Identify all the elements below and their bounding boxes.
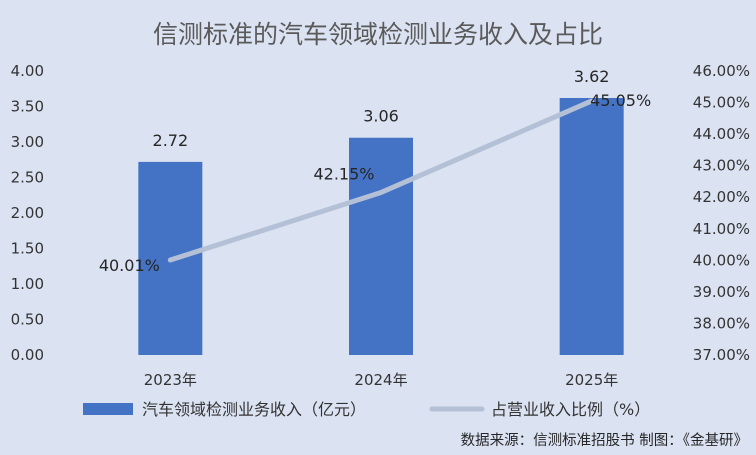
- line-series: 40.01% 42.15% 45.05%: [99, 91, 651, 275]
- y2-tick-label: 40.00%: [693, 251, 750, 269]
- chart-title: 信测标准的汽车领域检测业务收入及占比: [153, 20, 603, 49]
- bar-data-label: 3.06: [363, 107, 399, 126]
- y-tick-label: 0.00: [11, 346, 44, 364]
- y2-tick-label: 45.00%: [693, 94, 750, 112]
- y2-tick-label: 41.00%: [693, 220, 750, 238]
- y-tick-label: 3.50: [11, 98, 44, 116]
- bar: [349, 137, 413, 355]
- y-tick-label: 3.00: [11, 133, 44, 151]
- y2-tick-label: 46.00%: [693, 62, 750, 80]
- source-note: 数据来源：信测标准招股书 制图：《金基研》: [461, 432, 748, 449]
- line-point: [168, 258, 173, 263]
- y-tick-label: 1.50: [11, 240, 44, 258]
- y2-tick-label: 43.00%: [693, 157, 750, 175]
- y2-tick-label: 37.00%: [693, 346, 750, 364]
- bar: [559, 97, 624, 355]
- y2-tick-label: 44.00%: [693, 125, 750, 143]
- legend: 汽车领域检测业务收入（亿元） 占营业收入比例（%）: [83, 400, 650, 419]
- line-data-label: 45.05%: [590, 91, 651, 110]
- left-y-axis: 0.00 0.50 1.00 1.50 2.00 2.50 3.00 3.50 4.00: [11, 62, 44, 364]
- y-tick-label: 2.50: [11, 169, 44, 187]
- line-data-label: 40.01%: [99, 256, 160, 275]
- bar-data-label: 3.62: [574, 67, 610, 86]
- x-tick-label: 2024年: [354, 371, 407, 389]
- y2-tick-label: 39.00%: [693, 283, 750, 301]
- y2-tick-label: 38.00%: [693, 314, 750, 332]
- x-axis: 2023年 2024年 2025年: [144, 371, 619, 389]
- y2-tick-label: 42.00%: [693, 188, 750, 206]
- line-data-label: 42.15%: [313, 164, 374, 183]
- legend-bar-swatch: [83, 403, 133, 415]
- line-point: [379, 190, 383, 195]
- legend-bar-label: 汽车领域检测业务收入（亿元）: [142, 400, 366, 419]
- y-tick-label: 0.50: [11, 311, 44, 329]
- bar-series: 2.72 3.06 3.62: [138, 67, 624, 355]
- y-tick-label: 2.00: [11, 204, 44, 222]
- y-tick-label: 1.00: [11, 275, 44, 293]
- y-tick-label: 4.00: [11, 62, 44, 80]
- line-point: [589, 98, 594, 103]
- right-y-axis: 37.00% 38.00% 39.00% 40.00% 41.00% 42.00% 43.0…: [693, 62, 750, 364]
- x-tick-label: 2025年: [565, 371, 618, 389]
- legend-line-label: 占营业收入比例（%）: [491, 400, 650, 419]
- bar-data-label: 2.72: [153, 131, 189, 150]
- x-tick-label: 2023年: [144, 371, 197, 389]
